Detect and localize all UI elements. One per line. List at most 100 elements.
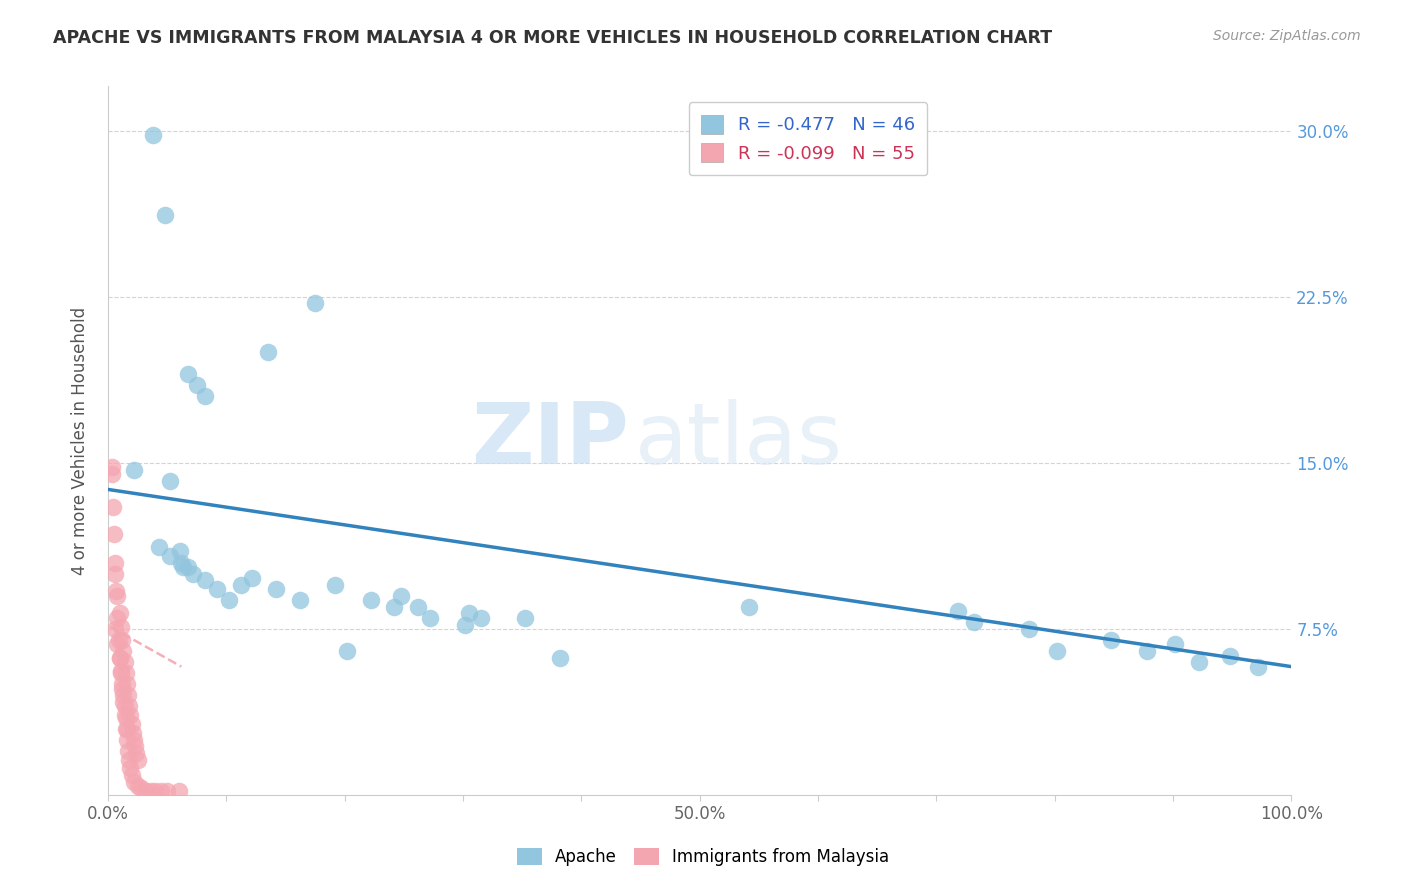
Point — [104, 556, 127, 570]
Point — [110, 620, 132, 634]
Point — [406, 599, 429, 614]
Point — [323, 577, 346, 591]
Point — [107, 633, 129, 648]
Point — [360, 593, 382, 607]
Point — [513, 611, 536, 625]
Point — [127, 753, 149, 767]
Point — [194, 573, 217, 587]
Point — [256, 345, 278, 359]
Point — [1018, 622, 1040, 636]
Y-axis label: 4 or more Vehicles in Household: 4 or more Vehicles in Household — [72, 307, 89, 574]
Point — [115, 722, 138, 736]
Point — [181, 566, 204, 581]
Text: APACHE VS IMMIGRANTS FROM MALAYSIA 4 OR MORE VEHICLES IN HOUSEHOLD CORRELATION C: APACHE VS IMMIGRANTS FROM MALAYSIA 4 OR … — [53, 29, 1053, 46]
Point — [1046, 644, 1069, 658]
Point — [114, 710, 136, 724]
Point — [946, 604, 969, 618]
Point — [159, 549, 181, 563]
Point — [336, 644, 359, 658]
Point — [117, 689, 139, 703]
Point — [108, 650, 131, 665]
Point — [1136, 644, 1159, 658]
Point — [111, 681, 134, 696]
Point — [114, 666, 136, 681]
Point — [1101, 633, 1123, 648]
Point — [304, 296, 326, 310]
Point — [120, 762, 142, 776]
Point — [127, 779, 149, 793]
Point — [156, 783, 179, 797]
Point — [1219, 648, 1241, 663]
Point — [264, 582, 287, 596]
Point — [391, 589, 413, 603]
Point — [121, 768, 143, 782]
Point — [419, 611, 441, 625]
Point — [172, 560, 194, 574]
Point — [139, 783, 162, 797]
Point — [205, 582, 228, 596]
Point — [105, 584, 128, 599]
Point — [100, 467, 122, 481]
Point — [194, 389, 217, 403]
Point — [135, 783, 157, 797]
Point — [186, 378, 208, 392]
Point — [114, 722, 136, 736]
Point — [115, 677, 138, 691]
Point — [118, 699, 141, 714]
Point — [107, 589, 129, 603]
Point — [129, 781, 152, 796]
Text: Source: ZipAtlas.com: Source: ZipAtlas.com — [1213, 29, 1361, 43]
Point — [122, 774, 145, 789]
Point — [150, 783, 173, 797]
Point — [112, 695, 135, 709]
Point — [288, 593, 311, 607]
Point — [117, 744, 139, 758]
Point — [122, 732, 145, 747]
Point — [167, 783, 190, 797]
Point — [107, 611, 129, 625]
Point — [103, 526, 125, 541]
Point — [382, 599, 405, 614]
Point — [101, 500, 124, 515]
Point — [470, 611, 492, 625]
Point — [159, 474, 181, 488]
Point — [111, 633, 134, 648]
Point — [115, 732, 138, 747]
Point — [148, 540, 170, 554]
Point — [177, 560, 200, 574]
Text: ZIP: ZIP — [471, 400, 628, 483]
Point — [218, 593, 240, 607]
Point — [100, 460, 122, 475]
Point — [169, 544, 191, 558]
Point — [458, 607, 481, 621]
Point — [548, 650, 571, 665]
Point — [111, 677, 134, 691]
Point — [114, 708, 136, 723]
Point — [121, 717, 143, 731]
Point — [104, 622, 127, 636]
Point — [1188, 655, 1211, 669]
Point — [114, 699, 136, 714]
Point — [110, 664, 132, 678]
Point — [170, 556, 193, 570]
Point — [104, 566, 127, 581]
Point — [177, 368, 200, 382]
Point — [120, 708, 142, 723]
Point — [118, 753, 141, 767]
Point — [125, 746, 148, 760]
Point — [107, 637, 129, 651]
Point — [112, 644, 135, 658]
Point — [110, 666, 132, 681]
Text: atlas: atlas — [634, 400, 842, 483]
Point — [963, 615, 986, 630]
Legend: R = -0.477   N = 46, R = -0.099   N = 55: R = -0.477 N = 46, R = -0.099 N = 55 — [689, 103, 928, 176]
Point — [1164, 637, 1187, 651]
Point — [124, 739, 146, 754]
Point — [142, 128, 165, 142]
Point — [108, 650, 131, 665]
Point — [454, 617, 477, 632]
Legend: Apache, Immigrants from Malaysia: Apache, Immigrants from Malaysia — [510, 841, 896, 873]
Point — [114, 655, 136, 669]
Point — [143, 783, 166, 797]
Point — [112, 689, 135, 703]
